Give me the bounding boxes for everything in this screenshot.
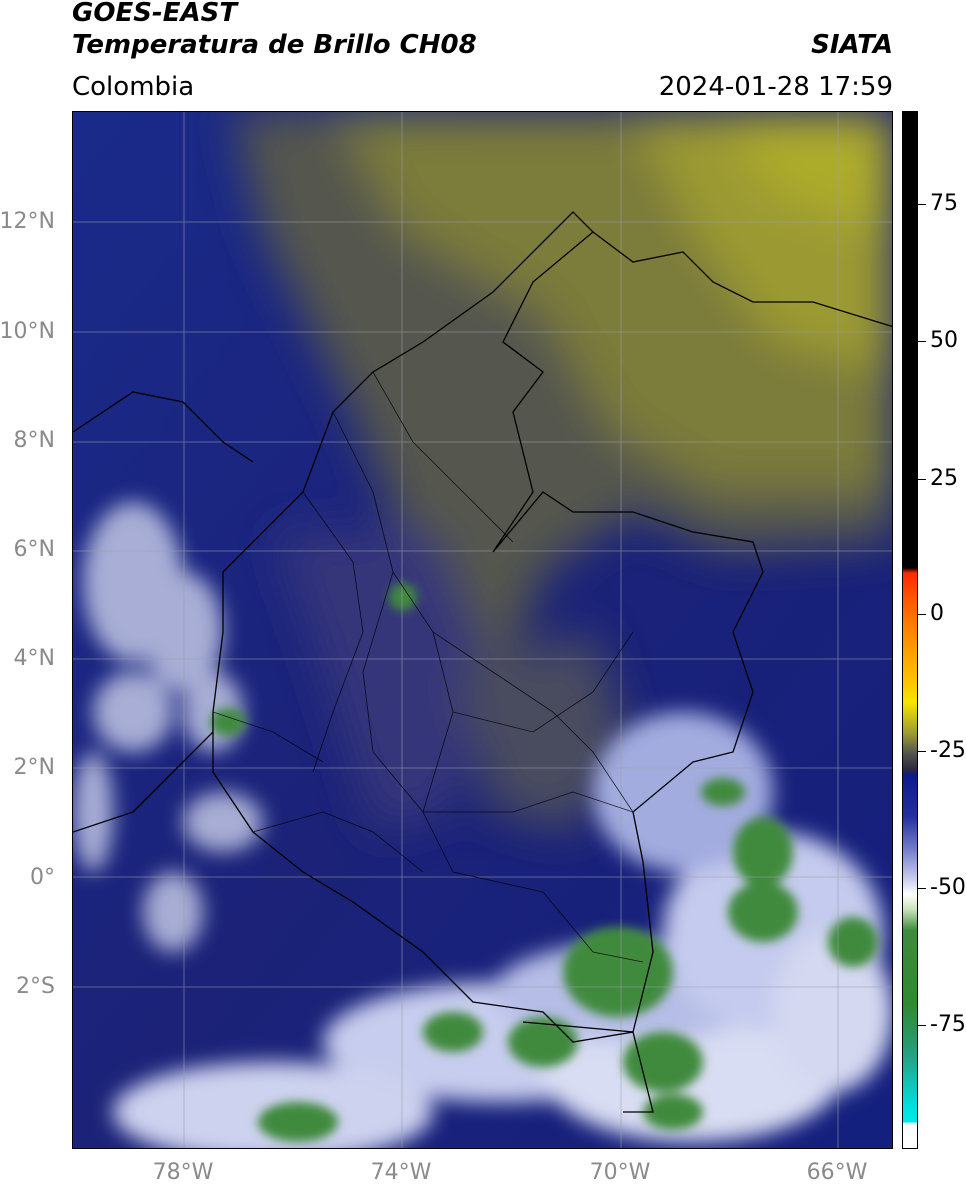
satellite-title: GOES-EAST <box>72 0 238 28</box>
graticule <box>73 112 892 1148</box>
colorbar-label-0: 0 <box>930 601 944 626</box>
colorbar-label-25: 25 <box>930 466 958 491</box>
internal-borders <box>212 371 644 963</box>
colorbar-label-m25: -25 <box>930 738 966 763</box>
lon-label-70w: 70°W <box>589 1160 651 1185</box>
colorbar-tick-m50 <box>918 888 926 889</box>
lat-label-4n: 4°N <box>13 646 55 671</box>
lon-label-78w: 78°W <box>152 1160 214 1185</box>
colorbar-tick-0 <box>918 614 926 615</box>
temperature-colorbar <box>902 111 918 1149</box>
datetime-label: 2024-01-28 17:59 <box>658 72 893 102</box>
map-svg <box>73 112 892 1148</box>
cold-tops <box>210 583 878 1142</box>
organization-label: SIATA <box>811 30 893 60</box>
lon-label-74w: 74°W <box>370 1160 432 1185</box>
colorbar-label-75: 75 <box>930 191 958 216</box>
colorbar-label-m50: -50 <box>930 875 966 900</box>
colorbar-tick-m25 <box>918 751 926 752</box>
product-title: Temperatura de Brillo CH08 <box>72 30 477 60</box>
colorbar-label-m75: -75 <box>930 1012 966 1037</box>
region-label: Colombia <box>72 72 195 102</box>
borders <box>73 211 892 1113</box>
satellite-map <box>72 111 893 1149</box>
lat-label-10n: 10°N <box>0 319 55 344</box>
lat-label-8n: 8°N <box>13 428 55 453</box>
lat-label-2s: 2°S <box>16 974 55 999</box>
colorbar-tick-25 <box>918 479 926 480</box>
colorbar-tick-75 <box>918 204 926 205</box>
lat-label-6n: 6°N <box>13 537 55 562</box>
lat-label-12n: 12°N <box>0 209 55 234</box>
colorbar-tick-m75 <box>918 1025 926 1026</box>
lat-label-0: 0° <box>30 865 55 890</box>
colorbar-label-50: 50 <box>930 328 958 353</box>
colorbar-tick-50 <box>918 341 926 342</box>
lat-label-2n: 2°N <box>13 755 55 780</box>
dry-region <box>233 112 892 832</box>
lon-label-66w: 66°W <box>806 1160 868 1185</box>
